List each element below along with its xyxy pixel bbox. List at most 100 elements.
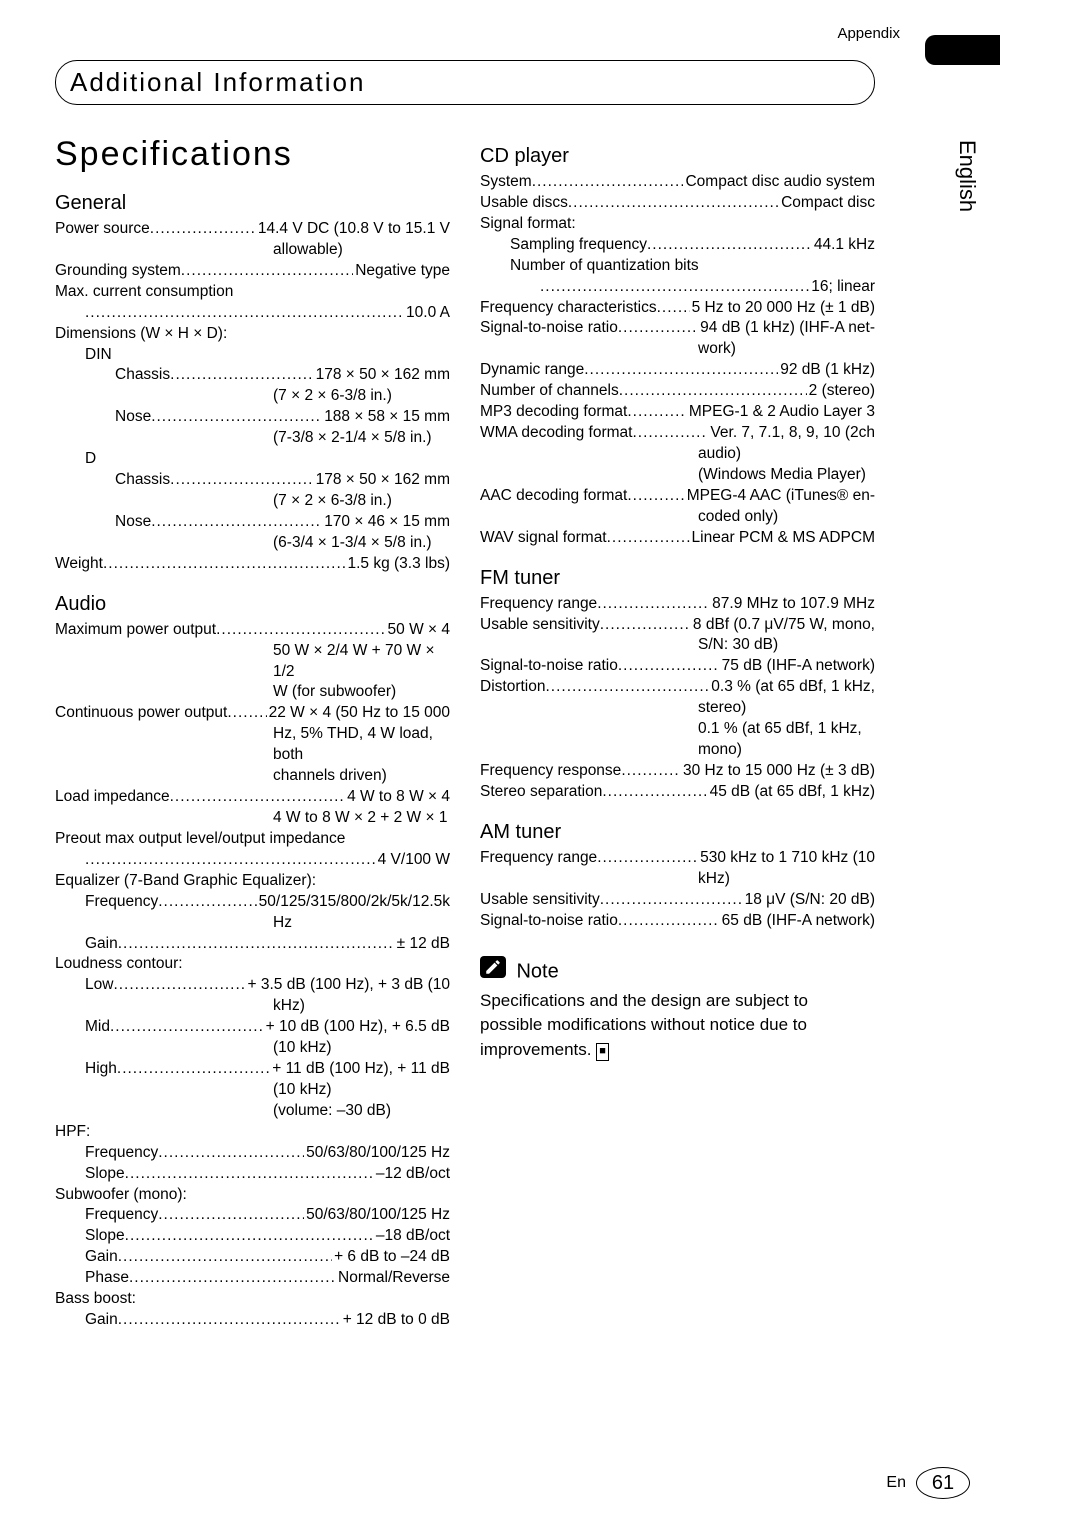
spec-cont: coded only) (480, 507, 875, 528)
note-body: Specifications and the design are subjec… (480, 989, 875, 1063)
page-number: 61 (916, 1467, 970, 1499)
end-mark-icon: ■ (596, 1043, 609, 1061)
spec-row: Signal format: (480, 214, 875, 235)
spec-row: PhaseNormal/Reverse (55, 1268, 450, 1289)
spec-cont: allowable) (55, 240, 450, 261)
spec-row: Number of quantization bits (480, 256, 875, 277)
spec-row: Subwoofer (mono): (55, 1185, 450, 1206)
spec-cont: 50 W × 2/4 W + 70 W × 1/2 (55, 641, 450, 683)
spec-cont: W (for subwoofer) (55, 682, 450, 703)
spec-cont: 4 W to 8 W × 2 + 2 W × 1 (55, 808, 450, 829)
page-title: Specifications (55, 135, 450, 174)
spec-row: Frequency range530 kHz to 1 710 kHz (10 (480, 848, 875, 869)
spec-row: Continuous power output22 W × 4 (50 Hz t… (55, 703, 450, 724)
spec-cont: S/N: 30 dB) (480, 635, 875, 656)
spec-row: Low+ 3.5 dB (100 Hz), + 3 dB (10 (55, 975, 450, 996)
spec-row: Slope–12 dB/oct (55, 1164, 450, 1185)
spec-row: Usable sensitivity8 dBf (0.7 μV/75 W, mo… (480, 615, 875, 636)
spec-cont: Hz, 5% THD, 4 W load, both (55, 724, 450, 766)
spec-cont: (7-3/8 × 2-1/4 × 5/8 in.) (55, 428, 450, 449)
page-footer: En 61 (886, 1467, 970, 1499)
section-tab (925, 35, 1000, 65)
spec-row: Nose170 × 46 × 15 mm (55, 512, 450, 533)
spec-cont: (Windows Media Player) (480, 465, 875, 486)
spec-row: SystemCompact disc audio system (480, 172, 875, 193)
audio-heading: Audio (55, 593, 450, 616)
spec-sub: D (55, 449, 450, 470)
spec-cont: kHz) (55, 996, 450, 1017)
spec-row: Dynamic range92 dB (1 kHz) (480, 360, 875, 381)
spec-cont: work) (480, 339, 875, 360)
spec-row: Loudness contour: (55, 954, 450, 975)
spec-row: Usable discsCompact disc (480, 193, 875, 214)
spec-row: Stereo separation45 dB (at 65 dBf, 1 kHz… (480, 782, 875, 803)
spec-row: Nose188 × 58 × 15 mm (55, 407, 450, 428)
cd-heading: CD player (480, 145, 875, 168)
spec-row: Frequency50/125/315/800/2k/5k/12.5k (55, 892, 450, 913)
appendix-label: Appendix (837, 25, 900, 42)
pencil-icon (480, 956, 506, 978)
spec-row: 16; linear (480, 277, 875, 298)
spec-row: Max. current consumption (55, 282, 450, 303)
spec-row: Grounding systemNegative type (55, 261, 450, 282)
spec-row: Mid+ 10 dB (100 Hz), + 6.5 dB (55, 1017, 450, 1038)
spec-row: Signal-to-noise ratio65 dB (IHF-A networ… (480, 911, 875, 932)
spec-row: Gain+ 12 dB to 0 dB (55, 1310, 450, 1331)
spec-row: Signal-to-noise ratio94 dB (1 kHz) (IHF-… (480, 318, 875, 339)
spec-row: Usable sensitivity18 μV (S/N: 20 dB) (480, 890, 875, 911)
spec-row: MP3 decoding formatMPEG-1 & 2 Audio Laye… (480, 402, 875, 423)
spec-row: Equalizer (7-Band Graphic Equalizer): (55, 871, 450, 892)
spec-row: Distortion0.3 % (at 65 dBf, 1 kHz, (480, 677, 875, 698)
fm-heading: FM tuner (480, 567, 875, 590)
spec-cont: stereo) (480, 698, 875, 719)
note-title: Note (516, 960, 558, 982)
spec-cont: (volume: –30 dB) (55, 1101, 450, 1122)
spec-row: Sampling frequency44.1 kHz (480, 235, 875, 256)
spec-row: HPF: (55, 1122, 450, 1143)
spec-row: Frequency50/63/80/100/125 Hz (55, 1143, 450, 1164)
right-column: CD player SystemCompact disc audio syste… (480, 135, 875, 1331)
spec-row: Signal-to-noise ratio75 dB (IHF-A networ… (480, 656, 875, 677)
spec-row: Load impedance4 W to 8 W × 4 (55, 787, 450, 808)
spec-row: WAV signal formatLinear PCM & MS ADPCM (480, 528, 875, 549)
spec-row: Bass boost: (55, 1289, 450, 1310)
note-block: Note Specifications and the design are s… (480, 956, 875, 1063)
footer-lang: En (886, 1474, 906, 1492)
spec-cont: mono) (480, 740, 875, 761)
spec-cont: 0.1 % (at 65 dBf, 1 kHz, (480, 719, 875, 740)
spec-row: Dimensions (W × H × D): (55, 324, 450, 345)
spec-row: 10.0 A (55, 303, 450, 324)
spec-cont: audio) (480, 444, 875, 465)
spec-row: Preout max output level/output impedance (55, 829, 450, 850)
spec-row: Power source14.4 V DC (10.8 V to 15.1 V (55, 219, 450, 240)
language-indicator: English (954, 140, 980, 212)
content-area: Specifications General Power source14.4 … (55, 135, 875, 1331)
spec-row: Chassis178 × 50 × 162 mm (55, 470, 450, 491)
spec-row: Frequency50/63/80/100/125 Hz (55, 1205, 450, 1226)
spec-row: Weight1.5 kg (3.3 lbs) (55, 554, 450, 575)
spec-row: Chassis178 × 50 × 162 mm (55, 365, 450, 386)
spec-cont: (10 kHz) (55, 1080, 450, 1101)
spec-row: Maximum power output50 W × 4 (55, 620, 450, 641)
spec-row: Number of channels2 (stereo) (480, 381, 875, 402)
spec-sub: DIN (55, 345, 450, 366)
spec-cont: (10 kHz) (55, 1038, 450, 1059)
spec-row: Gain+ 6 dB to –24 dB (55, 1247, 450, 1268)
am-heading: AM tuner (480, 821, 875, 844)
spec-cont: kHz) (480, 869, 875, 890)
spec-row: Slope–18 dB/oct (55, 1226, 450, 1247)
spec-row: High+ 11 dB (100 Hz), + 11 dB (55, 1059, 450, 1080)
spec-row: AAC decoding formatMPEG-4 AAC (iTunes® e… (480, 486, 875, 507)
spec-cont: (6-3/4 × 1-3/4 × 5/8 in.) (55, 533, 450, 554)
spec-row: Frequency characteristics5 Hz to 20 000 … (480, 298, 875, 319)
spec-row: Frequency response30 Hz to 15 000 Hz (± … (480, 761, 875, 782)
spec-row: 4 V/100 W (55, 850, 450, 871)
spec-cont: channels driven) (55, 766, 450, 787)
spec-cont: (7 × 2 × 6-3/8 in.) (55, 491, 450, 512)
chapter-header: Additional Information (55, 60, 875, 105)
spec-cont: Hz (55, 913, 450, 934)
spec-row: Gain± 12 dB (55, 934, 450, 955)
general-heading: General (55, 192, 450, 215)
spec-row: WMA decoding formatVer. 7, 7.1, 8, 9, 10… (480, 423, 875, 444)
spec-row: Frequency range87.9 MHz to 107.9 MHz (480, 594, 875, 615)
